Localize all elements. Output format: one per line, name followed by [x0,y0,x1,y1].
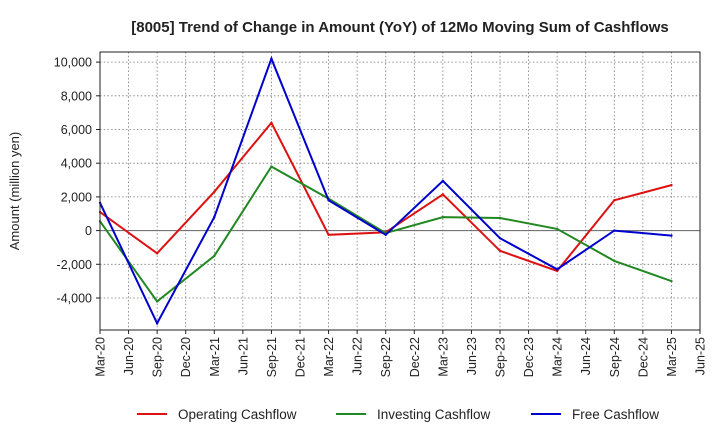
plot-frame [99,51,701,331]
chart-title: [8005] Trend of Change in Amount (YoY) o… [131,19,669,36]
point-operating-cashflow-Sep-24 [613,199,616,202]
point-investing-cashflow-Mar-23 [441,215,445,219]
point-investing-cashflow-Sep-20 [155,300,159,303]
point-operating-cashflow-Sep-21 [270,121,273,124]
x-tick-label-8: Mar-22 [322,337,336,377]
point-investing-cashflow-Sep-21 [270,165,273,168]
x-tick-label-20: Mar-25 [665,337,679,377]
point-free-cashflow-Mar-23 [441,179,445,183]
legend-label-operating-cashflow: Operating Cashflow [178,407,297,422]
legend-label-investing-cashflow: Investing Cashflow [377,407,491,422]
x-tick-label-1: Jun-20 [122,337,136,375]
x-tick-label-12: Mar-23 [436,337,450,377]
point-operating-cashflow-Mar-22 [327,233,330,237]
x-tick-label-13: Jun-23 [465,337,479,375]
point-operating-cashflow-Mar-23 [441,193,445,196]
point-free-cashflow-Mar-24 [555,268,559,271]
point-investing-cashflow-Mar-24 [555,227,559,231]
point-operating-cashflow-Mar-21 [213,190,216,194]
point-free-cashflow-Mar-25 [670,234,673,237]
y-axis-label: Amount (million yen) [7,132,22,251]
x-tick-label-0: Mar-20 [94,337,108,377]
x-tick-label-2: Sep-20 [151,337,165,377]
x-tick-label-11: Dec-22 [408,337,422,377]
point-free-cashflow-Sep-22 [384,233,387,237]
point-free-cashflow-Sep-21 [270,57,273,60]
y-tick-label-0: -4,000 [57,291,92,305]
point-free-cashflow-Sep-23 [498,236,502,240]
y-tick-label-5: 6,000 [61,123,92,137]
y-tick-label-6: 8,000 [61,89,92,103]
point-investing-cashflow-Sep-24 [613,259,616,263]
point-operating-cashflow-Mar-25 [670,183,673,187]
x-tick-label-16: Mar-24 [551,337,565,377]
x-tick-label-17: Jun-24 [579,337,593,375]
point-investing-cashflow-Mar-21 [213,254,216,258]
x-tick-label-19: Dec-24 [636,337,650,377]
y-tick-label-2: 0 [85,224,92,238]
point-free-cashflow-Mar-21 [213,215,216,219]
x-tick-label-3: Dec-20 [179,337,193,377]
legend: Operating Cashflow Investing Cashflow Free… [137,407,659,422]
point-operating-cashflow-Sep-20 [155,252,159,255]
x-tick-label-4: Mar-21 [208,337,222,377]
x-tick-label-5: Jun-21 [236,337,250,375]
point-investing-cashflow-Sep-23 [498,216,502,220]
y-tick-label-4: 4,000 [61,157,92,171]
point-free-cashflow-Mar-22 [327,199,330,202]
x-axis-ticks: Mar-20 Jun-20 Sep-20 Dec-20 Mar-21 Jun-21 Sep-… [94,330,708,377]
point-operating-cashflow-Mar-24 [555,269,559,273]
x-tick-label-6: Sep-21 [265,337,279,377]
x-tick-label-7: Dec-21 [294,337,308,377]
series-lines [98,55,673,326]
x-tick-label-18: Sep-24 [608,337,622,377]
y-tick-label-7: 10,000 [54,56,92,70]
x-tick-label-15: Dec-23 [522,337,536,377]
x-tick-label-21: Jun-25 [694,337,708,375]
legend-label-free-cashflow: Free Cashflow [572,407,659,422]
x-tick-label-9: Jun-22 [351,337,365,375]
x-tick-label-10: Sep-22 [379,337,393,377]
point-free-cashflow-Sep-24 [613,229,616,232]
point-investing-cashflow-Mar-25 [670,279,673,283]
y-tick-label-3: 2,000 [61,190,92,204]
point-operating-cashflow-Sep-23 [498,249,502,253]
y-axis-ticks: -4,000 -2,000 0 2,000 4,000 6,000 8,000 10,000 [54,56,100,305]
grid-lines [99,52,701,330]
series-line-free-cashflow [99,55,672,326]
y-tick-label-1: -2,000 [57,258,92,272]
point-free-cashflow-Sep-20 [155,322,159,325]
x-tick-label-14: Sep-23 [494,337,508,377]
